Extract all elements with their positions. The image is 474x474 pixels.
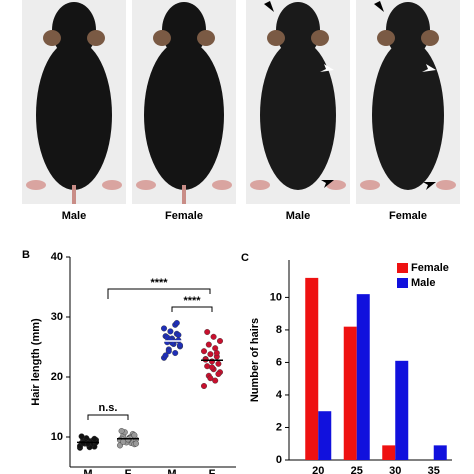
legend-swatch (397, 278, 408, 288)
bracket (107, 288, 211, 299)
photo-label: Female (165, 210, 203, 222)
data-point (208, 364, 215, 371)
x-tick-label: F (125, 468, 132, 474)
bar (343, 326, 357, 460)
data-point (132, 440, 139, 447)
x-tick-label: M (167, 468, 176, 474)
data-point (167, 328, 174, 335)
bar (318, 411, 332, 460)
data-point (207, 351, 214, 358)
data-point (208, 358, 215, 365)
y-tick-label: 0 (276, 454, 282, 466)
data-point (173, 320, 180, 327)
data-point (215, 371, 222, 378)
x-tick-label: 35 (428, 465, 440, 474)
data-point (118, 428, 125, 435)
bracket (87, 414, 129, 420)
data-point (176, 342, 183, 349)
photo (132, 0, 236, 204)
data-point (175, 332, 182, 339)
annotation: n.s. (99, 402, 118, 414)
bar (305, 277, 319, 460)
x-tick-label: F (209, 468, 216, 474)
x-tick-label: 20 (312, 465, 324, 474)
photo (22, 0, 126, 204)
x-tick-label: M (83, 468, 92, 474)
data-point (165, 348, 172, 355)
data-point (162, 352, 169, 359)
y-axis-label: Hair length (mm) (30, 318, 42, 406)
data-point (131, 432, 138, 439)
bar (356, 294, 370, 460)
photo-label: Male (286, 210, 310, 222)
photo (246, 0, 350, 204)
photo (356, 0, 460, 204)
x-tick-label: 30 (389, 465, 401, 474)
data-point (84, 440, 91, 447)
data-point (200, 348, 207, 355)
bracket (171, 306, 213, 312)
photos (22, 0, 460, 204)
x-tick-label: 25 (351, 465, 363, 474)
bar (382, 445, 396, 460)
data-point (215, 360, 222, 367)
annotation: **** (183, 295, 201, 307)
photo-label: Female (389, 210, 427, 222)
y-tick-label: 4 (276, 389, 283, 401)
y-tick-label: 6 (276, 356, 282, 368)
panel-label: B (22, 249, 30, 261)
legend-label: Female (411, 262, 449, 274)
data-point (172, 350, 179, 357)
data-point (216, 338, 223, 345)
annotation: **** (150, 277, 168, 289)
legend-swatch (397, 263, 408, 273)
photo-label: Male (62, 210, 86, 222)
y-tick-label: 8 (276, 324, 282, 336)
data-point (207, 375, 214, 382)
panel-label: C (241, 252, 249, 264)
data-point (91, 435, 98, 442)
data-point (167, 336, 174, 343)
y-tick-label: 10 (270, 291, 282, 303)
y-axis-label: Number of hairs (249, 318, 261, 402)
y-tick-label: 2 (276, 421, 282, 433)
data-point (213, 350, 220, 357)
y-tick-label: 20 (51, 371, 63, 383)
y-tick-label: 10 (51, 431, 63, 443)
data-point (204, 329, 211, 336)
legend-label: Male (411, 277, 435, 289)
data-point (160, 325, 167, 332)
bar (433, 445, 447, 460)
data-point (200, 383, 207, 390)
data-point (212, 377, 219, 384)
data-point (205, 341, 212, 348)
bar (395, 360, 409, 460)
data-point (210, 333, 217, 340)
data-point (78, 433, 85, 440)
y-tick-label: 30 (51, 311, 63, 323)
y-tick-label: 40 (51, 251, 63, 263)
